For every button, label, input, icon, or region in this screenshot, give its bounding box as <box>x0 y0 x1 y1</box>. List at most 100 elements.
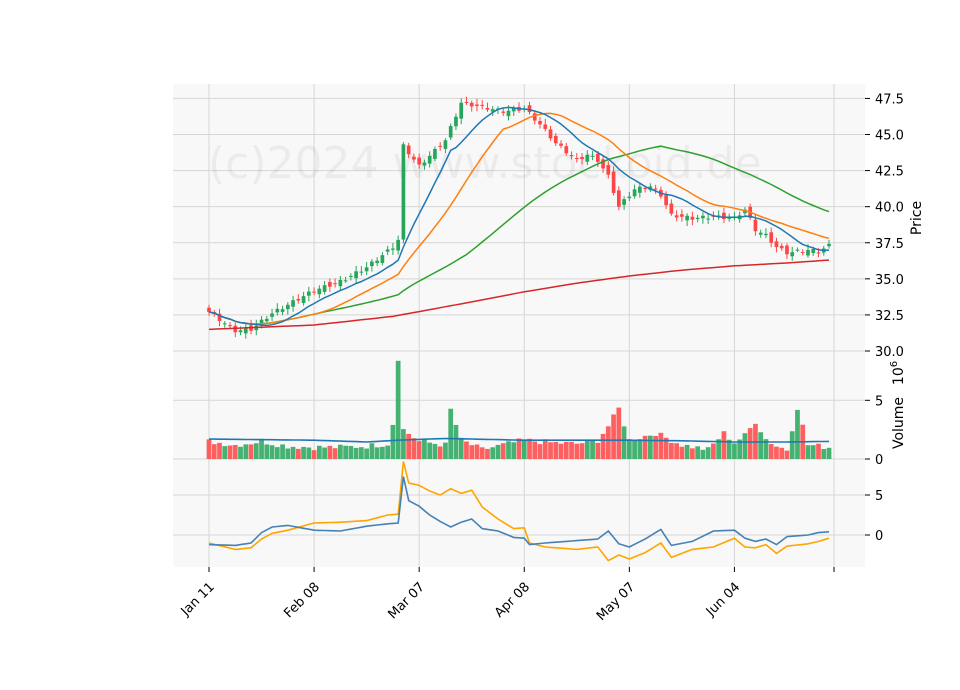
candle-body <box>543 124 548 129</box>
candlestick <box>722 207 726 224</box>
volume-bar <box>579 443 585 459</box>
candle-body <box>553 135 558 144</box>
candle-body <box>611 171 616 193</box>
oscillator-tick-label: 0 <box>875 529 883 544</box>
volume-bar <box>774 446 779 459</box>
volume-bar <box>590 439 595 459</box>
volume-bar <box>443 442 448 459</box>
volume-axis-exponent: 106 <box>889 361 907 385</box>
candle-body <box>574 158 579 160</box>
candle-body <box>564 146 569 154</box>
candlestick <box>779 243 784 251</box>
volume-bar <box>243 444 249 459</box>
candlestick <box>406 142 411 159</box>
candle-body <box>638 186 642 193</box>
candle-body <box>417 157 422 165</box>
candlestick <box>827 240 831 249</box>
volume-average-line <box>208 437 830 443</box>
candlestick <box>264 315 269 324</box>
candlestick <box>490 105 495 116</box>
candle-body <box>354 271 358 279</box>
volume-bar <box>616 407 622 459</box>
volume-bar <box>705 447 711 459</box>
volume-bar <box>506 441 511 459</box>
volume-bar <box>206 439 212 459</box>
candlestick <box>459 98 464 125</box>
candlestick <box>412 153 416 163</box>
volume-bar <box>238 446 243 459</box>
volume-bar <box>343 445 348 459</box>
candle-body <box>301 296 306 303</box>
candlestick <box>758 229 763 238</box>
candle-body <box>306 291 311 296</box>
candle-body <box>727 217 732 219</box>
volume-bar <box>311 450 317 459</box>
candlestick <box>312 287 316 296</box>
volume-bar <box>248 444 254 459</box>
volume-bar <box>269 445 275 459</box>
volume-bar <box>227 445 233 459</box>
candlestick <box>349 273 353 281</box>
candlestick <box>280 305 285 316</box>
price-tick-label: 45.0 <box>875 129 904 144</box>
candlestick <box>553 133 558 146</box>
candlestick <box>543 118 548 132</box>
volume-bar <box>626 439 632 459</box>
volume-bar <box>784 450 790 459</box>
candle-body <box>811 248 816 253</box>
volume-bar <box>416 441 422 459</box>
candlestick <box>475 98 479 112</box>
candlestick <box>585 150 590 166</box>
price-panel <box>207 96 831 339</box>
candlestick <box>680 209 684 222</box>
candlestick <box>427 151 432 168</box>
volume-bar <box>595 442 601 459</box>
volume-bar <box>432 443 438 459</box>
candlestick <box>622 196 626 210</box>
volume-bar <box>406 433 412 459</box>
x-tick-label: Jun 04 <box>703 580 743 620</box>
price-tick-label: 37.5 <box>875 237 904 252</box>
candlestick <box>228 321 232 329</box>
volume-bar <box>385 445 391 459</box>
candle-body <box>485 107 490 110</box>
sma-mid-line <box>208 112 830 325</box>
volume-bar <box>290 446 296 459</box>
candle-body <box>228 325 232 327</box>
candlestick <box>669 199 674 216</box>
candlestick <box>448 123 453 140</box>
candlestick <box>674 210 679 222</box>
volume-exponent-value: 6 <box>889 361 900 367</box>
volume-bar <box>574 443 580 459</box>
price-axis-label: Price <box>909 201 925 235</box>
candle-body <box>643 187 647 189</box>
candle-body <box>753 219 758 232</box>
volume-bar <box>516 438 522 459</box>
candle-body <box>800 252 805 254</box>
candlestick <box>322 280 327 295</box>
volume-bar <box>364 448 369 459</box>
volume-bar <box>695 446 701 459</box>
candlestick <box>627 191 632 202</box>
candle-body <box>385 249 390 252</box>
candlestick <box>328 278 332 292</box>
volume-bar <box>821 448 827 459</box>
candle-body <box>674 215 679 218</box>
price-tick-label: 47.5 <box>875 92 904 107</box>
candlestick <box>601 156 605 173</box>
volume-bar <box>805 445 811 459</box>
candlestick <box>559 140 563 149</box>
candlestick <box>259 316 264 329</box>
volume-bar <box>537 444 543 459</box>
candle-body <box>511 108 516 112</box>
candlestick <box>774 237 779 253</box>
x-tick-label: Mar 07 <box>385 580 428 623</box>
volume-bar <box>332 448 338 459</box>
candlestick <box>638 182 642 198</box>
volume-bar <box>521 439 527 459</box>
candlestick <box>685 213 689 226</box>
volume-bar <box>359 447 364 459</box>
candlestick <box>370 259 374 272</box>
volume-bar <box>253 443 259 459</box>
